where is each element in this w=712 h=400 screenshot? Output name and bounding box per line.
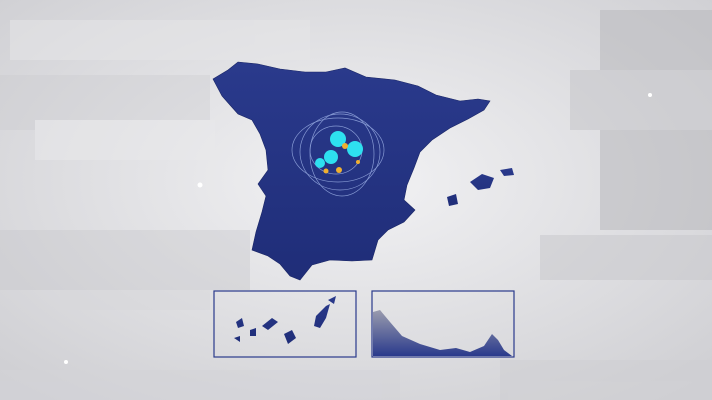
sparkle	[648, 93, 652, 97]
data-points	[315, 131, 363, 174]
coastline	[373, 310, 512, 356]
canary-inset	[213, 290, 357, 358]
background-panels	[0, 10, 712, 400]
spain-mainland	[212, 61, 491, 281]
sparkle	[64, 360, 68, 364]
ceuta-melilla-inset	[371, 290, 515, 358]
canary-islands	[234, 296, 336, 344]
sparkle	[197, 182, 203, 188]
balearic-islands	[447, 168, 514, 206]
